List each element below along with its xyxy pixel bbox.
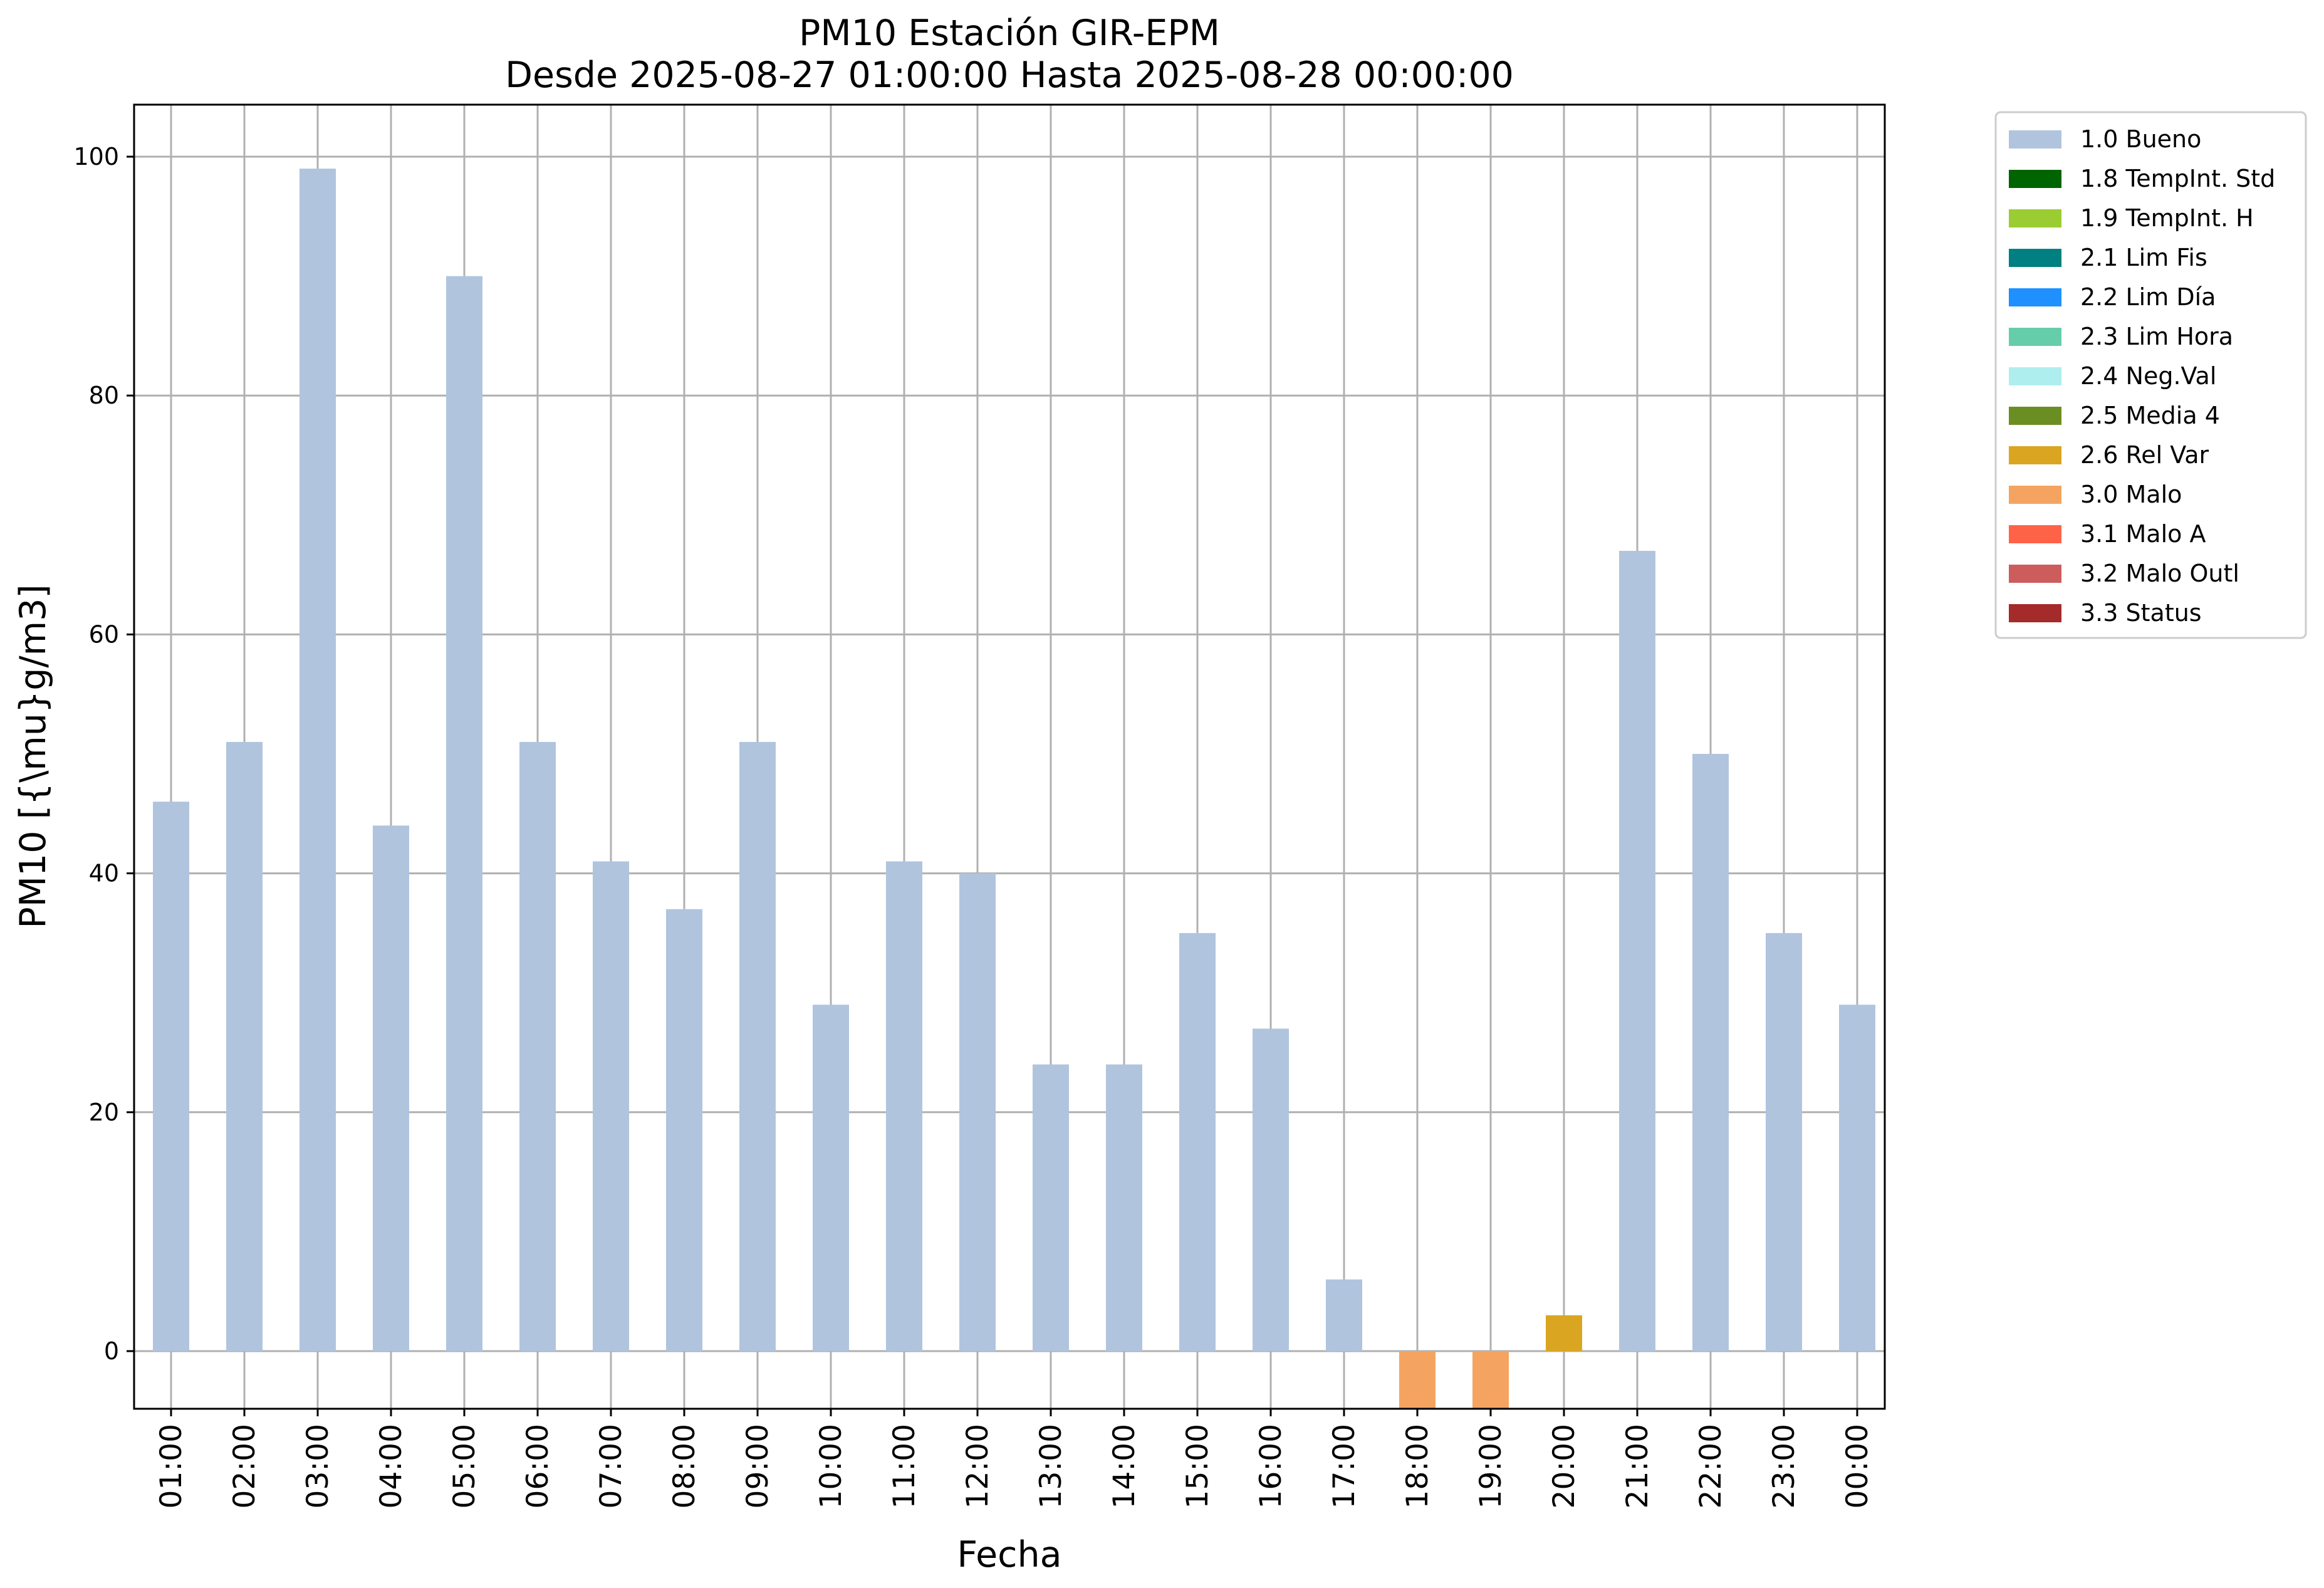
x-tick-label: 04:00 <box>374 1424 409 1508</box>
legend-swatch <box>2009 367 2061 385</box>
legend-swatch <box>2009 209 2061 227</box>
x-tick-label: 22:00 <box>1694 1424 1728 1508</box>
bar-0900 <box>739 741 776 1351</box>
bar-0700 <box>593 861 629 1351</box>
bar-1800 <box>1399 1351 1436 1409</box>
legend-swatch <box>2009 604 2061 622</box>
bar-2300 <box>1766 932 1802 1351</box>
legend-swatch <box>2009 407 2061 425</box>
bar-0500 <box>446 276 482 1352</box>
x-tick-label: 13:00 <box>1034 1424 1068 1508</box>
legend-label: 2.3 Lim Hora <box>2080 323 2233 350</box>
y-tick-label: 60 <box>89 620 119 648</box>
bar-1100 <box>886 861 922 1351</box>
plot-frame <box>133 103 1886 1410</box>
bar-0400 <box>373 825 409 1351</box>
bar-1200 <box>959 873 996 1351</box>
legend-label: 1.8 TempInt. Std <box>2080 165 2275 192</box>
x-tick-label: 15:00 <box>1180 1424 1215 1508</box>
bar-1300 <box>1033 1064 1069 1351</box>
x-tick-label: 08:00 <box>667 1424 702 1508</box>
x-tick-label: 01:00 <box>154 1424 189 1508</box>
bar-2200 <box>1692 754 1729 1351</box>
x-tick-label: 14:00 <box>1107 1424 1142 1508</box>
x-tick-label: 09:00 <box>741 1424 775 1508</box>
x-tick-label: 03:00 <box>301 1424 335 1508</box>
legend-label: 1.0 Bueno <box>2080 125 2201 153</box>
x-axis-ticks: 01:00 02:00 03:00 04:00 05:00 06:00 07:00 08:00… <box>154 1409 1875 1508</box>
bar-0200 <box>226 741 263 1351</box>
y-tick-label: 20 <box>89 1099 119 1126</box>
legend-box <box>1994 111 2307 639</box>
bar-0600 <box>519 741 556 1351</box>
legend-label: 2.6 Rel Var <box>2080 441 2209 469</box>
bar-0000 <box>1839 1005 1875 1351</box>
x-tick-label: 19:00 <box>1474 1424 1508 1508</box>
chart-title-line1: PM10 Estación GIR-EPM <box>799 13 1220 54</box>
bar-1600 <box>1253 1028 1289 1351</box>
x-tick-label: 05:00 <box>447 1424 482 1508</box>
legend-swatch <box>2009 288 2061 306</box>
legend-label: 2.5 Media 4 <box>2080 402 2220 429</box>
legend-label: 3.1 Malo A <box>2080 520 2206 548</box>
x-tick-label: 20:00 <box>1547 1424 1581 1508</box>
y-tick-label: 40 <box>89 860 119 887</box>
bar-0800 <box>666 909 702 1351</box>
bar-1700 <box>1326 1279 1362 1351</box>
legend-swatch <box>2009 249 2061 267</box>
bar-1400 <box>1106 1064 1142 1351</box>
x-tick-label: 00:00 <box>1840 1424 1875 1508</box>
x-tick-label: 18:00 <box>1400 1424 1435 1508</box>
legend: 1.0 Bueno 1.8 TempInt. Std 1.9 TempInt. H 2… <box>1994 111 2307 639</box>
legend-label: 2.2 Lim Día <box>2080 283 2216 311</box>
bar-2000 <box>1546 1315 1582 1351</box>
x-tick-label: 17:00 <box>1327 1424 1362 1508</box>
x-tick-label: 10:00 <box>814 1424 848 1508</box>
chart-title-line2: Desde 2025-08-27 01:00:00 Hasta 2025-08-… <box>505 55 1514 96</box>
x-tick-label: 23:00 <box>1767 1424 1801 1508</box>
x-tick-label: 16:00 <box>1254 1424 1288 1508</box>
bar-2100 <box>1619 550 1655 1351</box>
x-tick-label: 06:00 <box>521 1424 555 1508</box>
x-axis-label: Fecha <box>957 1534 1061 1575</box>
legend-swatch <box>2009 446 2061 464</box>
legend-label: 1.9 TempInt. H <box>2080 204 2254 232</box>
legend-label: 3.2 Malo Outl <box>2080 560 2239 587</box>
x-tick-label: 11:00 <box>887 1424 922 1508</box>
bar-1000 <box>813 1005 849 1351</box>
y-axis-label: PM10 [{\mu}g/m3] <box>13 584 54 928</box>
legend-label: 3.3 Status <box>2080 599 2202 627</box>
legend-label: 2.1 Lim Fis <box>2080 244 2207 271</box>
y-axis-ticks: 0 20 40 60 80 100 <box>73 143 134 1365</box>
legend-swatch <box>2009 328 2061 346</box>
x-tick-label: 07:00 <box>594 1424 628 1508</box>
legend-label: 3.0 Malo <box>2080 481 2182 508</box>
legend-swatch <box>2009 486 2061 504</box>
y-tick-label: 0 <box>104 1337 119 1365</box>
bar-1500 <box>1179 932 1216 1351</box>
bar-1900 <box>1472 1351 1509 1409</box>
legend-swatch <box>2009 130 2061 149</box>
bar-series <box>153 169 1875 1409</box>
legend-swatch <box>2009 565 2061 583</box>
bar-0300 <box>300 169 336 1351</box>
x-tick-label: 21:00 <box>1620 1424 1655 1508</box>
y-tick-label: 80 <box>89 382 119 409</box>
legend-label: 2.4 Neg.Val <box>2080 362 2216 390</box>
x-tick-label: 12:00 <box>961 1424 995 1508</box>
x-tick-label: 02:00 <box>227 1424 262 1508</box>
bar-0100 <box>153 802 189 1351</box>
y-tick-label: 100 <box>73 143 119 170</box>
legend-swatch <box>2009 525 2061 543</box>
legend-swatch <box>2009 170 2061 188</box>
